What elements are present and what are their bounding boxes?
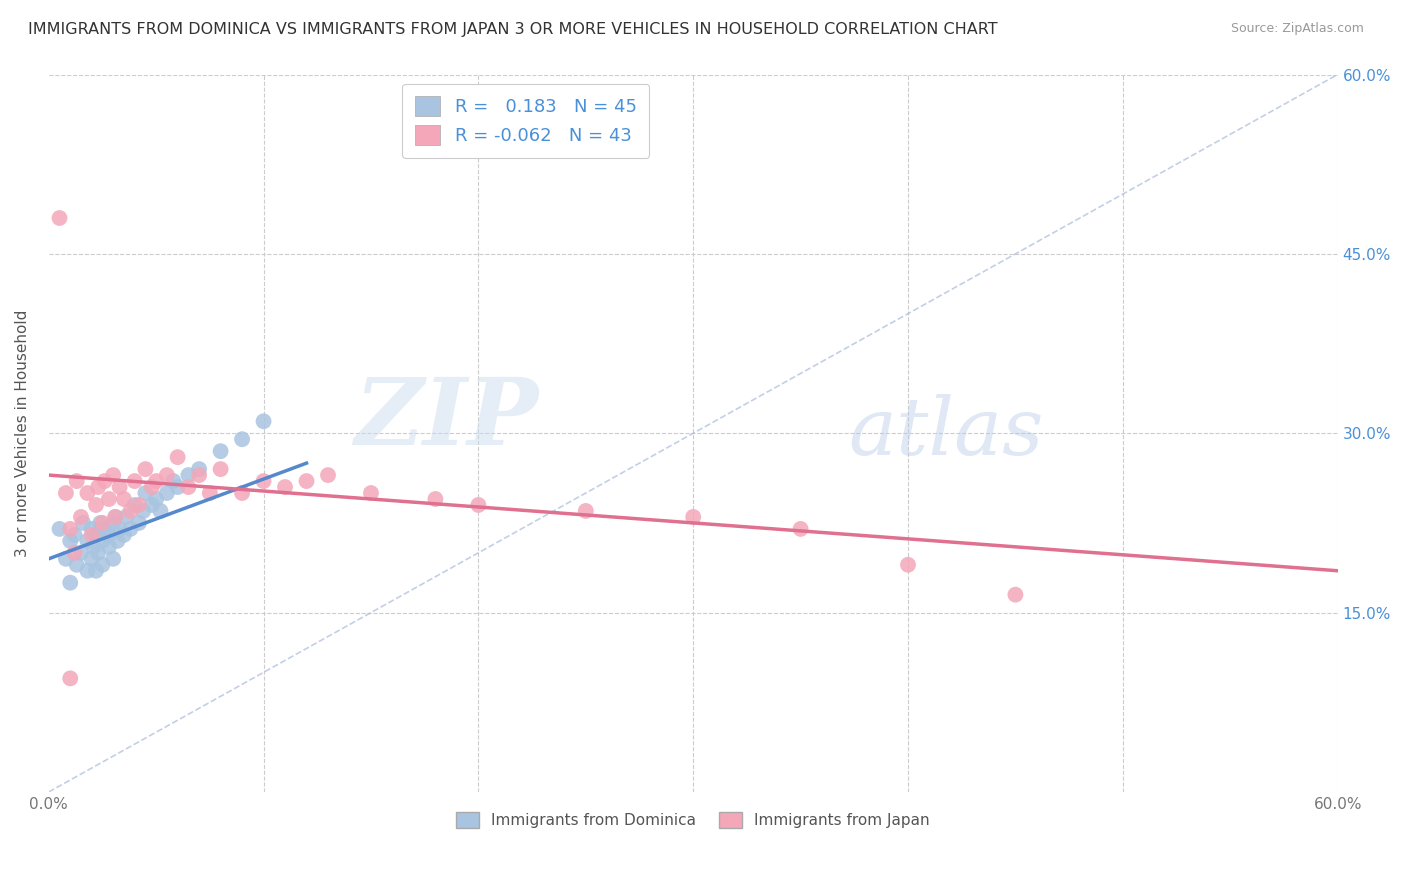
Point xyxy=(188,462,211,476)
Point xyxy=(134,462,156,476)
Point xyxy=(76,564,98,578)
Point xyxy=(177,480,200,494)
Point xyxy=(231,486,253,500)
Point xyxy=(134,486,156,500)
Point xyxy=(108,480,131,494)
Point xyxy=(80,522,103,536)
Point xyxy=(59,575,82,590)
Point xyxy=(48,522,70,536)
Point xyxy=(72,516,94,530)
Y-axis label: 3 or more Vehicles in Household: 3 or more Vehicles in Household xyxy=(15,310,30,557)
Point xyxy=(55,486,77,500)
Point xyxy=(156,486,179,500)
Point xyxy=(789,522,811,536)
Text: atlas: atlas xyxy=(848,394,1043,472)
Point xyxy=(209,462,232,476)
Point xyxy=(89,516,111,530)
Point xyxy=(166,450,188,465)
Point xyxy=(59,522,82,536)
Point xyxy=(103,551,125,566)
Point xyxy=(145,474,167,488)
Point xyxy=(59,671,82,685)
Point xyxy=(897,558,920,572)
Point xyxy=(103,516,125,530)
Point xyxy=(316,468,339,483)
Point xyxy=(575,504,598,518)
Point xyxy=(166,480,188,494)
Point xyxy=(55,551,77,566)
Point xyxy=(70,510,93,524)
Point xyxy=(156,468,179,483)
Point xyxy=(231,432,253,446)
Point xyxy=(141,480,163,494)
Point xyxy=(209,444,232,458)
Point xyxy=(274,480,297,494)
Point xyxy=(162,474,184,488)
Point xyxy=(115,510,138,524)
Point xyxy=(467,498,489,512)
Point xyxy=(120,504,142,518)
Point xyxy=(91,558,114,572)
Point xyxy=(83,540,105,554)
Point xyxy=(360,486,382,500)
Point xyxy=(84,564,107,578)
Point xyxy=(87,546,110,560)
Text: Source: ZipAtlas.com: Source: ZipAtlas.com xyxy=(1230,22,1364,36)
Point xyxy=(103,468,125,483)
Point xyxy=(252,414,274,428)
Point xyxy=(66,474,89,488)
Point xyxy=(128,516,150,530)
Point xyxy=(63,528,86,542)
Point xyxy=(1004,588,1026,602)
Point xyxy=(132,504,155,518)
Point xyxy=(682,510,704,524)
Point xyxy=(112,528,135,542)
Point xyxy=(59,533,82,548)
Point xyxy=(84,498,107,512)
Point xyxy=(97,528,120,542)
Text: IMMIGRANTS FROM DOMINICA VS IMMIGRANTS FROM JAPAN 3 OR MORE VEHICLES IN HOUSEHOL: IMMIGRANTS FROM DOMINICA VS IMMIGRANTS F… xyxy=(28,22,998,37)
Point xyxy=(120,522,142,536)
Point xyxy=(104,510,127,524)
Text: ZIP: ZIP xyxy=(354,374,538,464)
Point xyxy=(198,486,221,500)
Point xyxy=(91,533,114,548)
Point xyxy=(149,504,172,518)
Point xyxy=(91,516,114,530)
Point xyxy=(80,551,103,566)
Point xyxy=(97,491,120,506)
Point xyxy=(66,558,89,572)
Point xyxy=(104,510,127,524)
Point xyxy=(141,498,163,512)
Point xyxy=(63,546,86,560)
Point xyxy=(188,468,211,483)
Point xyxy=(80,528,103,542)
Point xyxy=(76,486,98,500)
Point xyxy=(295,474,318,488)
Point xyxy=(84,528,107,542)
Point xyxy=(145,491,167,506)
Point xyxy=(252,474,274,488)
Point xyxy=(93,474,115,488)
Point xyxy=(107,533,129,548)
Point xyxy=(108,522,131,536)
Point xyxy=(70,546,93,560)
Point xyxy=(97,540,120,554)
Point xyxy=(112,491,135,506)
Point xyxy=(177,468,200,483)
Point xyxy=(124,498,146,512)
Point xyxy=(76,533,98,548)
Point xyxy=(425,491,447,506)
Point xyxy=(48,211,70,225)
Point xyxy=(128,498,150,512)
Point xyxy=(87,480,110,494)
Legend: Immigrants from Dominica, Immigrants from Japan: Immigrants from Dominica, Immigrants fro… xyxy=(450,806,936,835)
Point xyxy=(124,474,146,488)
Point xyxy=(93,522,115,536)
